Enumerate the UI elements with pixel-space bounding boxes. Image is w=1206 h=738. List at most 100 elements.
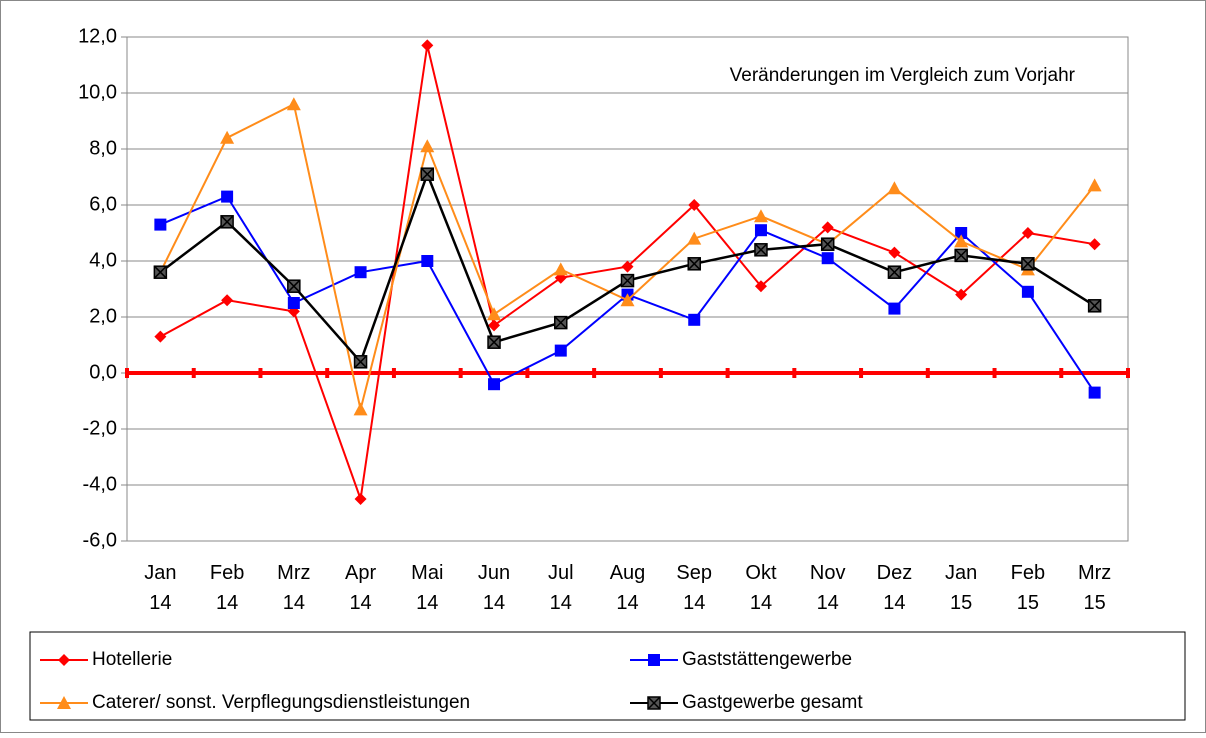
- marker: [1087, 178, 1102, 192]
- x-tick-label-line: Apr: [345, 562, 376, 584]
- marker: [688, 199, 701, 211]
- marker: [220, 215, 234, 229]
- marker: [420, 139, 435, 153]
- marker: [554, 315, 568, 330]
- marker: [888, 302, 901, 315]
- marker: [954, 234, 969, 248]
- marker: [1021, 257, 1035, 271]
- legend-label: Gastgewerbe gesamt: [682, 692, 863, 713]
- marker: [287, 297, 300, 309]
- x-tick-label-line: Jan: [144, 562, 176, 584]
- marker-cross: [620, 274, 635, 288]
- x-tick-label: Aug 14: [610, 562, 646, 614]
- marker: [620, 293, 635, 307]
- marker: [154, 330, 167, 343]
- marker: [421, 255, 434, 267]
- marker-cross: [153, 265, 167, 279]
- y-tick-label: 12,0: [78, 25, 117, 47]
- marker: [821, 221, 834, 234]
- marker: [820, 237, 835, 251]
- marker: [887, 181, 902, 195]
- x-tick-label-line: Mrz: [277, 562, 310, 584]
- marker: [553, 262, 568, 276]
- marker-cross: [647, 696, 661, 710]
- x-tick-label: Jan 14: [144, 562, 176, 614]
- marker: [1021, 285, 1034, 298]
- marker: [821, 252, 834, 265]
- legend-label: Hotellerie: [92, 649, 172, 670]
- x-tick-label-line: Sep: [676, 562, 712, 584]
- x-tick-label-line: 15: [950, 592, 972, 614]
- x-tick-label-line: Feb: [1011, 562, 1045, 584]
- x-tick-label-line: Mrz: [1078, 562, 1111, 584]
- marker: [687, 257, 701, 271]
- marker: [487, 335, 501, 349]
- x-tick-label-line: Mai: [411, 562, 443, 584]
- marker: [221, 190, 234, 203]
- y-tick-label: 8,0: [89, 137, 117, 159]
- marker: [888, 246, 901, 259]
- marker-cross: [354, 355, 368, 369]
- marker-cross: [954, 248, 968, 262]
- marker-cross: [1021, 257, 1035, 271]
- y-tick-label: 4,0: [89, 249, 117, 271]
- x-tick-label-line: 14: [616, 592, 638, 614]
- x-tick-label-line: 14: [216, 592, 238, 614]
- x-tick-label-line: Jan: [945, 562, 977, 584]
- x-tick-label: Dez 14: [877, 562, 913, 614]
- x-tick-label-line: 15: [1017, 592, 1039, 614]
- marker-cross: [687, 257, 701, 271]
- x-tick-label-line: 14: [416, 592, 438, 614]
- x-tick-label: Apr 14: [345, 562, 376, 614]
- y-tick-label: 6,0: [89, 193, 117, 215]
- marker: [754, 224, 767, 237]
- marker-cross: [887, 265, 901, 279]
- marker-cross: [220, 215, 234, 229]
- y-tick-label: -2,0: [83, 417, 117, 439]
- y-tick-label: 2,0: [89, 305, 117, 327]
- legend: [29, 631, 1186, 721]
- x-tick-label-line: 14: [750, 592, 772, 614]
- x-tick-label: Feb 15: [1011, 562, 1045, 614]
- x-tick-label: Okt 14: [745, 562, 777, 614]
- x-tick-label-line: Okt: [745, 562, 777, 584]
- marker: [154, 218, 167, 231]
- marker-cross: [554, 316, 568, 330]
- x-tick-label: Jul 14: [548, 562, 574, 614]
- marker: [58, 654, 70, 666]
- marker: [153, 265, 168, 279]
- marker: [688, 313, 701, 326]
- marker: [955, 227, 968, 239]
- marker: [354, 266, 367, 279]
- x-tick-label: Jan 15: [945, 562, 977, 614]
- marker-cross: [287, 279, 301, 293]
- y-tick-label: -4,0: [83, 473, 117, 495]
- x-tick-label: Nov 14: [810, 562, 846, 614]
- marker: [420, 167, 435, 181]
- x-tick-label-line: 15: [1084, 592, 1106, 614]
- plot-area: [126, 36, 1129, 542]
- y-tick-label: 0,0: [89, 361, 117, 383]
- x-tick-label-line: Nov: [810, 562, 846, 584]
- marker: [955, 288, 968, 301]
- x-tick-label-line: 14: [149, 592, 171, 614]
- marker: [621, 260, 634, 273]
- marker: [554, 344, 567, 357]
- marker: [487, 307, 502, 321]
- marker-cross: [754, 243, 768, 257]
- legend-label: Caterer/ sonst. Verpflegungsdienstleistu…: [92, 692, 470, 713]
- x-tick-label: Sep 14: [676, 562, 712, 614]
- marker-cross: [821, 237, 835, 251]
- x-tick-label-line: 14: [550, 592, 572, 614]
- x-tick-label: Mrz 15: [1078, 562, 1111, 614]
- x-tick-label: Jun 14: [478, 562, 510, 614]
- marker: [648, 654, 660, 666]
- x-tick-label-line: Jul: [548, 562, 574, 584]
- x-tick-label-line: 14: [349, 592, 371, 614]
- x-tick-label: Mrz 14: [277, 562, 310, 614]
- marker-cross: [1088, 299, 1102, 313]
- marker: [753, 209, 768, 223]
- marker-cross: [487, 335, 501, 349]
- marker: [220, 130, 235, 144]
- y-tick-label: -6,0: [83, 529, 117, 551]
